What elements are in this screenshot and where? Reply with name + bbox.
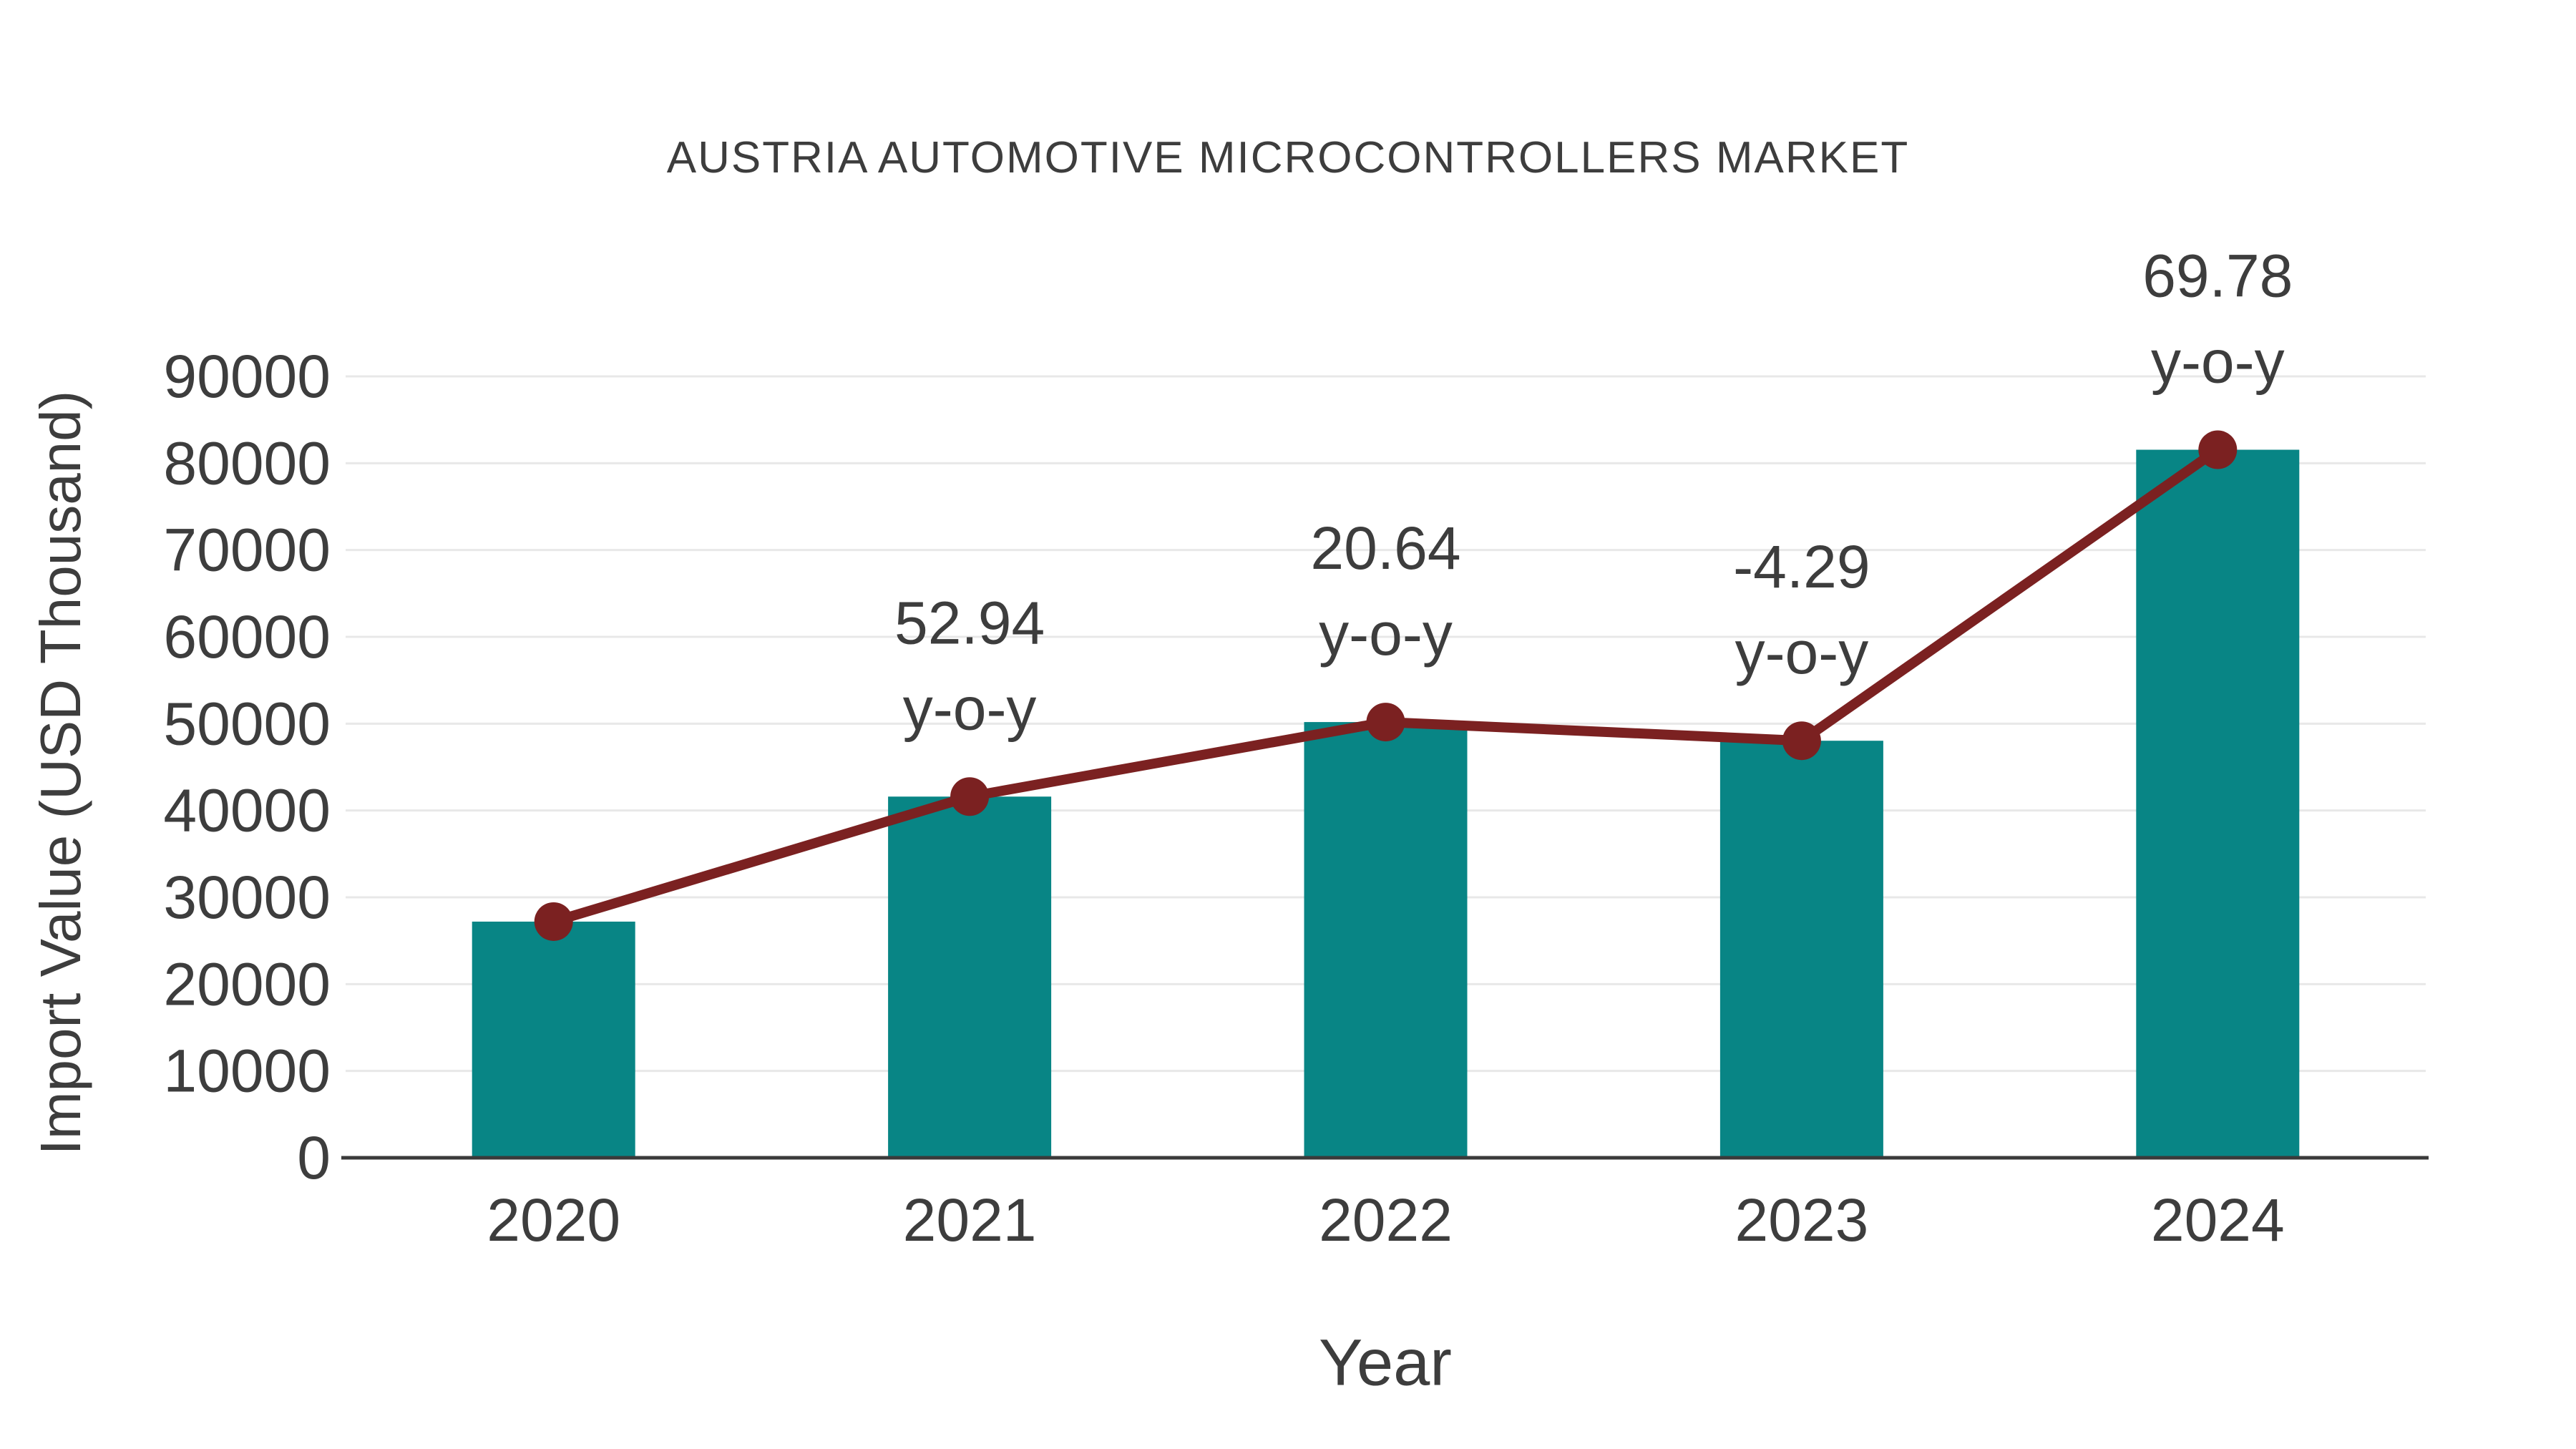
annotation-value-2022: 20.64 — [1310, 514, 1460, 582]
x-axis-title: Year — [1319, 1326, 1452, 1400]
annotation-suffix-2023: y-o-y — [1735, 619, 1869, 686]
annotation-suffix-2022: y-o-y — [1319, 600, 1453, 668]
chart-title: AUSTRIA AUTOMOTIVE MICROCONTROLLERS MARK… — [666, 133, 1910, 182]
trend-marker-2023 — [1782, 721, 1821, 761]
annotation-value-2024: 69.78 — [2142, 243, 2293, 310]
y-tick-label: 40000 — [163, 777, 331, 844]
trend-marker-2021 — [950, 777, 990, 816]
annotation-suffix-2021: y-o-y — [903, 675, 1037, 742]
annotation-value-2023: -4.29 — [1733, 533, 1870, 600]
x-tick-label: 2021 — [903, 1186, 1037, 1254]
bar-2020 — [472, 921, 635, 1158]
y-tick-label: 80000 — [163, 429, 331, 497]
y-tick-label: 0 — [297, 1124, 331, 1191]
y-tick-label: 50000 — [163, 690, 331, 757]
trend-marker-2024 — [2198, 430, 2238, 469]
y-tick-label: 20000 — [163, 950, 331, 1018]
x-tick-label: 2022 — [1319, 1186, 1453, 1254]
y-tick-label: 10000 — [163, 1038, 331, 1105]
bar-2023 — [1719, 741, 1883, 1158]
y-tick-label: 60000 — [163, 603, 331, 670]
y-tick-label: 70000 — [163, 517, 331, 584]
trend-marker-2022 — [1366, 703, 1405, 742]
x-tick-label: 2024 — [2151, 1186, 2285, 1254]
annotation-value-2021: 52.94 — [894, 589, 1045, 656]
bar-2022 — [1304, 722, 1468, 1158]
bar-2024 — [2136, 449, 2300, 1158]
x-tick-label: 2023 — [1735, 1186, 1868, 1254]
y-tick-label: 90000 — [163, 343, 331, 410]
x-tick-label: 2020 — [487, 1186, 620, 1254]
bar-2021 — [888, 796, 1052, 1158]
annotation-suffix-2024: y-o-y — [2151, 328, 2285, 396]
trend-marker-2020 — [534, 902, 573, 941]
y-tick-label: 30000 — [163, 864, 331, 931]
